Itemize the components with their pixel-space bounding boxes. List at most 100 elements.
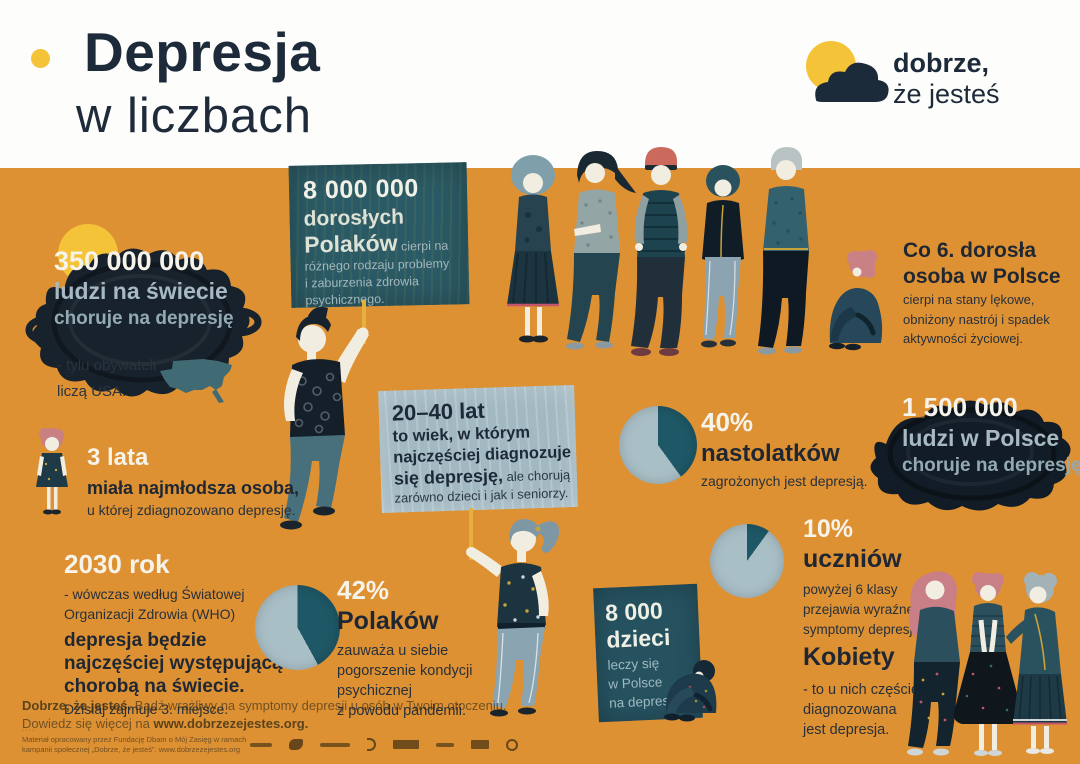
every-sixth-bold2: osoba w Polsce <box>903 265 1061 288</box>
pupils-pie-chart <box>710 524 784 598</box>
poland-stat-line3: choruje na depresję. <box>902 455 1080 476</box>
y2030-line3: Organizacji Zdrowia (WHO) <box>64 605 236 622</box>
every-sixth-line5: aktywności życiowej. <box>903 331 1023 346</box>
y2030-bold6: chorobą na świecie. <box>64 676 245 697</box>
sun-cloud-logo-icon <box>806 41 889 102</box>
world-stat-number: 350 000 000 <box>54 246 205 276</box>
pupils-stat: 10% uczniów powyżej 6 klasy przejawia wy… <box>803 515 919 640</box>
teens-label: nastolatków <box>701 440 840 467</box>
pupils-line3: powyżej 6 klasy <box>803 582 898 597</box>
page-title: Depresja <box>84 21 321 83</box>
credits-line2: kampanii społecznej „Dobrze, że jesteś”.… <box>22 745 241 754</box>
women-line4: jest depresja. <box>803 722 890 738</box>
footer-bold-intro: Dobrze, że jesteś. <box>22 698 132 713</box>
credits-line1: Materiał opracowany przez Fundację Dbam … <box>22 735 247 744</box>
y2030-line7: Dzisiaj zajmuje 3. miejsce. <box>64 701 229 717</box>
poles-line5: psychicznej <box>337 683 412 699</box>
women-line2: - to u nich częściej <box>803 682 923 698</box>
poles-line3: zauważa u siebie <box>337 643 449 659</box>
poles-label: Polaków <box>337 607 439 635</box>
every-sixth-bold1: Co 6. dorosła <box>903 239 1037 262</box>
year-2030-stat: 2030 rok - wówczas według Światowej Orga… <box>64 549 283 720</box>
adults-line3-rest: cierpi na <box>397 238 449 254</box>
women-line3: diagnozowana <box>803 702 897 718</box>
pupils-line4: przejawia wyraźne <box>803 602 915 617</box>
y2030-bold1: 2030 rok <box>64 549 170 579</box>
adults-line4: różnego rodzaju problemy <box>304 256 450 274</box>
children-number: 8 000 <box>604 597 664 626</box>
sign-stick <box>362 300 366 344</box>
adults-line2: dorosłych <box>303 205 405 231</box>
teens-pct: 40% <box>701 407 754 437</box>
partner-logo <box>506 738 518 751</box>
world-stat: 350 000 000 ludzi na świecie choruje na … <box>54 246 234 331</box>
usa-note: - tylu obywateli liczą USA. <box>57 353 156 405</box>
poles-line6: z powodu pandemii. <box>337 703 466 719</box>
poles-pie-chart <box>255 585 340 670</box>
little-girl-illustration <box>36 428 68 515</box>
partner-logo <box>436 742 454 747</box>
world-stat-line2: ludzi na świecie <box>54 278 228 304</box>
sitting-child-illustration <box>664 660 717 722</box>
partner-logo <box>250 742 272 747</box>
usa-map-icon <box>160 359 232 403</box>
youngest-stat: 3 lata miała najmłodsza osoba, u której … <box>87 444 299 518</box>
footer-line1-rest: Bądź wrażliwy na symptomy depresji u osó… <box>131 698 507 713</box>
adults-sign: 8 000 000 dorosłych Polaków cierpi na ró… <box>288 162 470 308</box>
partner-logos <box>250 738 518 751</box>
adults-line3-bold: Polaków <box>303 229 398 258</box>
logo-line1: dobrze, <box>893 48 990 78</box>
youngest-line3: u której zdiagnozowano depresję. <box>87 502 296 518</box>
three-women-illustration <box>907 571 1067 756</box>
girl-holding-sign-illustration <box>466 519 560 717</box>
y2030-line2: - wówczas według Światowej <box>64 586 245 602</box>
poland-scribble-cloud <box>870 400 1071 511</box>
usa-note-line2: liczą USA. <box>57 383 127 400</box>
partner-logo <box>471 740 489 749</box>
poles-pct: 42% <box>337 575 390 605</box>
logo-wordmark: dobrze, że jesteś <box>893 48 1000 110</box>
footer-message: Dobrze, że jesteś. Bądź wrażliwy na symp… <box>22 697 507 732</box>
poles-line4: pogorszenie kondycji <box>337 663 473 679</box>
partner-logo <box>320 742 350 747</box>
logo-line2: że jesteś <box>893 79 1000 109</box>
youngest-bold2: miała najmłodsza osoba, <box>87 478 300 498</box>
age-range-sign: 20–40 lat to wiek, w którym najczęściej … <box>378 384 578 514</box>
teens-pie-chart <box>619 406 697 484</box>
footer-url: www.dobrzezejestes.org. <box>153 715 309 731</box>
every-sixth-line3: cierpi na stany lękowe, <box>903 292 1035 307</box>
age-sign-bold4: się depresję, <box>393 465 504 489</box>
page-subtitle: w liczbach <box>76 89 313 143</box>
sign-stick-2 <box>469 508 473 560</box>
credits-mark: ···· <box>22 727 36 734</box>
group-of-people-illustration <box>507 147 883 356</box>
footer-credits: Materiał opracowany przez Fundację Dbam … <box>22 735 246 755</box>
poles-stat: 42% Polaków zauważa u siebie pogorszenie… <box>337 575 472 721</box>
age-sign-light4: ale chorują <box>502 467 571 485</box>
y2030-bold4: depresja będzie <box>64 630 207 651</box>
every-sixth-line4: obniżony nastrój i spadek <box>903 311 1050 327</box>
poland-stat: 1 500 000 ludzi w Polsce choruje na depr… <box>902 392 1080 479</box>
pupils-pct: 10% <box>803 515 854 543</box>
usa-note-line1: - tylu obywateli <box>57 357 157 374</box>
pupils-label: uczniów <box>803 545 902 573</box>
partner-logo <box>393 740 419 749</box>
man-holding-sign-illustration <box>280 307 369 530</box>
world-scribble-cloud <box>25 224 262 397</box>
teens-desc: zagrożonych jest depresją. <box>701 473 868 489</box>
adults-number: 8 000 000 <box>302 174 420 205</box>
women-stat: Kobiety - to u nich częściej diagnozowan… <box>803 643 922 740</box>
y2030-bold5: najczęściej występującą <box>64 653 283 674</box>
poland-stat-line2: ludzi w Polsce <box>902 425 1060 451</box>
every-sixth-stat: Co 6. dorosła osoba w Polsce cierpi na s… <box>903 238 1061 349</box>
women-bold1: Kobiety <box>803 643 895 671</box>
poland-stat-number: 1 500 000 <box>902 392 1018 422</box>
youngest-bold1: 3 lata <box>87 444 149 471</box>
partner-logo <box>289 739 303 750</box>
title-bullet-dot <box>31 49 50 68</box>
pupils-line5: symptomy depresji. <box>803 622 920 637</box>
teens-stat: 40% nastolatków zagrożonych jest depresj… <box>701 407 868 489</box>
partner-logo <box>367 738 376 751</box>
footer-line2-pre: Dowiedz się więcej na <box>22 715 154 731</box>
